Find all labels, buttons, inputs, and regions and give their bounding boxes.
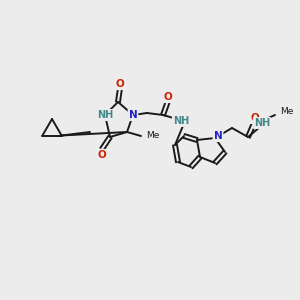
Text: N: N xyxy=(214,131,222,141)
Text: NH: NH xyxy=(254,118,270,128)
Text: Me: Me xyxy=(146,130,159,140)
Text: NH: NH xyxy=(97,110,113,120)
Text: N: N xyxy=(129,110,137,120)
Text: O: O xyxy=(164,92,172,102)
Text: O: O xyxy=(116,79,124,89)
Text: NH: NH xyxy=(173,116,189,126)
Text: O: O xyxy=(250,113,260,123)
Text: O: O xyxy=(98,150,106,160)
Text: Me: Me xyxy=(280,107,293,116)
